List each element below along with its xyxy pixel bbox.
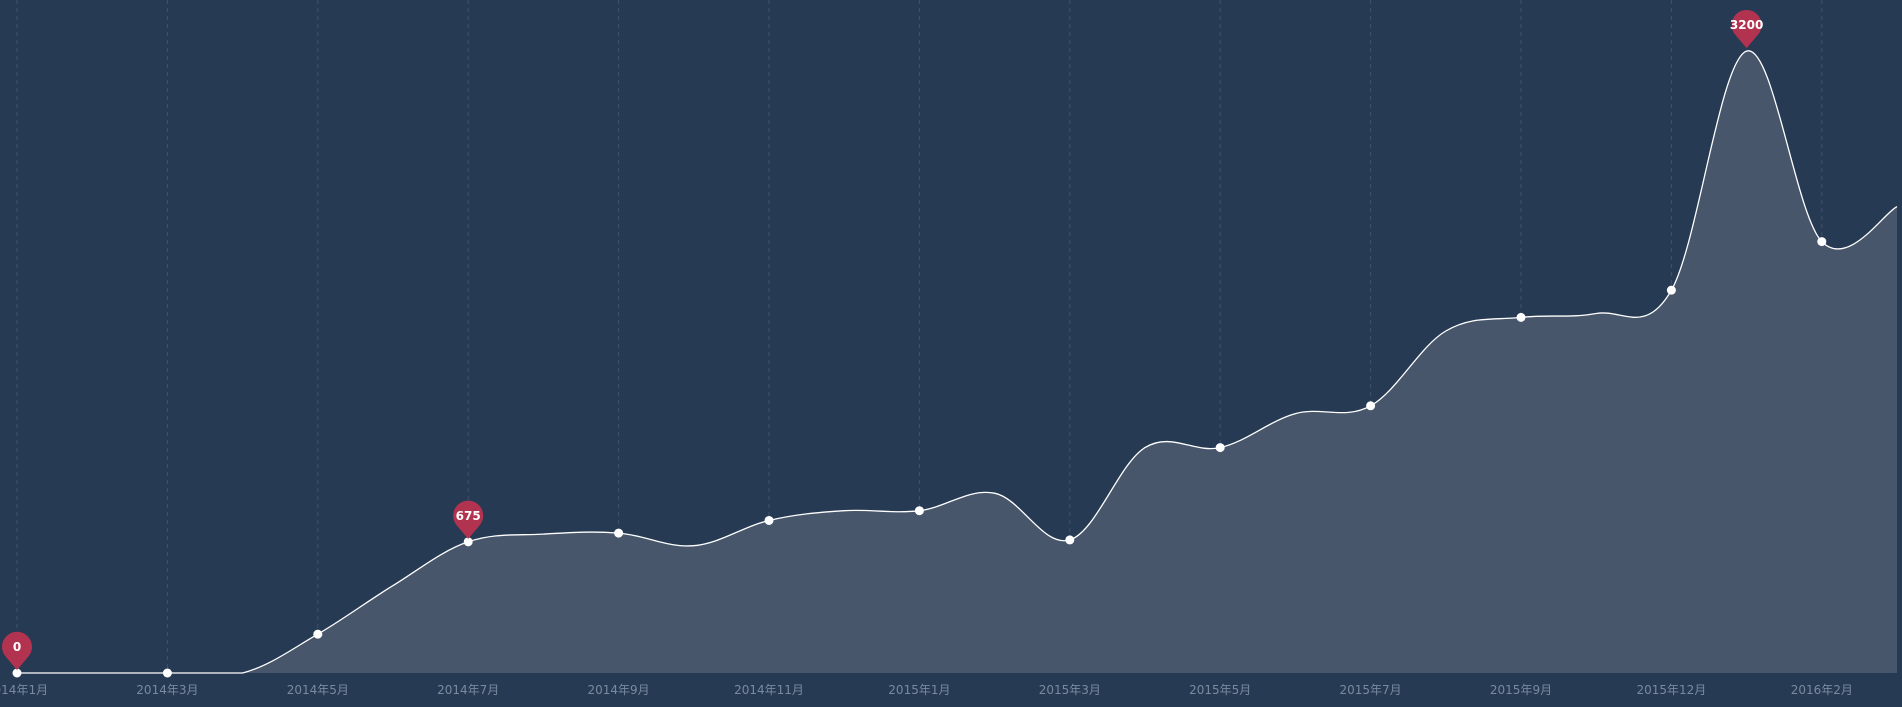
x-tick-label: 2015年7月 [1340,683,1402,697]
marker-label: 675 [456,509,481,523]
data-point [914,506,924,516]
data-point [764,515,774,525]
data-point [1666,285,1676,295]
data-point [1817,237,1827,247]
x-axis-tick-labels: 2014年1月 2014年3月 2014年5月 2014年7月 2014年9月 2014年… [0,683,1853,697]
x-tick-label: 2015年3月 [1039,683,1101,697]
marker-pin [453,500,484,539]
value-marker: 0 [1,631,33,670]
data-point [12,668,22,678]
x-tick-label: 2016年2月 [1791,683,1853,697]
data-point [1366,401,1376,411]
data-point [1065,535,1075,545]
data-point [463,537,473,547]
marker-pin [1731,9,1762,49]
data-point [1215,443,1225,453]
x-tick-label: 2015年12月 [1636,683,1706,697]
x-tick-label: 2014年9月 [588,683,650,697]
series-area-fill [17,50,1897,674]
x-tick-label: 2014年5月 [287,683,349,697]
x-tick-label: 2014年11月 [734,683,804,697]
data-points [12,237,1827,678]
marker-label: 0 [13,640,21,654]
value-markers: 0 675 3200 [1,9,1763,670]
x-tick-label: 2014年3月 [136,683,198,697]
data-point [1516,312,1526,322]
x-tick-label: 2015年1月 [888,683,950,697]
marker-label: 3200 [1730,18,1763,32]
x-tick-label: 2015年9月 [1490,683,1552,697]
x-tick-label: 2015年5月 [1189,683,1251,697]
x-tick-label: 2014年7月 [437,683,499,697]
value-marker: 675 [453,500,484,539]
data-point [162,668,172,678]
data-point [313,629,323,639]
x-tick-label: 2014年1月 [0,683,48,697]
data-point [614,528,624,538]
marker-pin [1,631,33,670]
value-marker: 3200 [1730,9,1763,49]
